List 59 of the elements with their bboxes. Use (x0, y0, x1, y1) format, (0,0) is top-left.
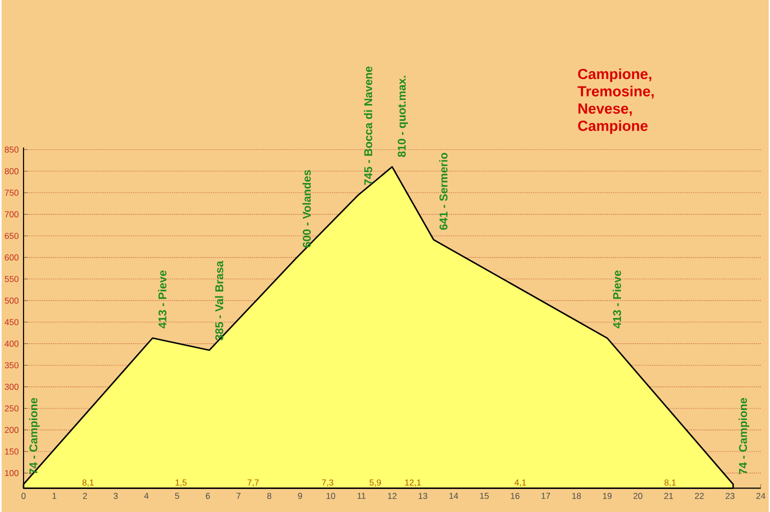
annotation: 745 - Bocca di Navene (364, 66, 372, 185)
x-tick-label: 15 (480, 492, 489, 499)
y-tick-label: 300 (4, 384, 18, 390)
annotation: 641 - Sermerio (439, 152, 448, 230)
y-tick-label: 700 (4, 211, 18, 218)
annotation: 4,1 (514, 480, 526, 487)
annotation: 413 - Pieve (612, 270, 622, 328)
x-tick-label: 13 (418, 492, 428, 499)
y-tick-label: 750 (4, 190, 18, 196)
y-tick-label: 400 (4, 340, 18, 347)
chart-title: Campione, Tremosine, Nevese, Campione (578, 68, 654, 134)
x-tick-label: 18 (572, 492, 581, 499)
annotation: 385 - Val Brasa (214, 260, 224, 340)
annotation: 8,1 (82, 479, 94, 487)
x-tick-label: 2 (83, 492, 87, 499)
y-tick-label: 650 (4, 232, 18, 239)
y-tick-label: 150 (5, 448, 18, 455)
x-tick-label: 8 (267, 492, 272, 499)
y-tick-label: 600 (4, 254, 18, 260)
x-tick-label: 19 (603, 492, 612, 499)
x-tick-label: 20 (634, 492, 642, 499)
y-tick-label: 800 (4, 168, 18, 174)
y-tick-label: 550 (4, 276, 18, 282)
y-tick-label: 250 (4, 405, 18, 412)
annotation: 74 - Campione (738, 398, 750, 474)
annotation: 12,1 (405, 479, 421, 487)
annotation: 7,7 (248, 480, 259, 487)
annotation: 7,3 (322, 479, 334, 487)
x-tick-label: 3 (114, 492, 118, 499)
y-tick-label: 350 (4, 362, 18, 368)
x-tick-label: 7 (236, 492, 241, 499)
y-tick-label: 850 (4, 146, 18, 153)
y-tick-label: 200 (4, 426, 18, 433)
x-tick-label: 16 (510, 492, 520, 499)
x-tick-label: 9 (298, 492, 302, 499)
annotation: 810 - quot.max. (398, 76, 408, 157)
x-tick-label: 10 (326, 492, 336, 499)
y-tick-label: 500 (4, 297, 18, 304)
x-tick-label: 6 (206, 492, 210, 499)
x-tick-label: 23 (726, 492, 734, 499)
x-tick-label: 5 (175, 492, 180, 499)
x-tick-label: 17 (542, 492, 550, 499)
y-tick-label: 100 (5, 470, 18, 476)
x-tick-label: 11 (358, 492, 366, 499)
x-tick-label: 14 (449, 492, 458, 499)
annotation: 5,9 (370, 479, 381, 487)
annotation: 600 - Volandes (302, 170, 311, 248)
x-tick-label: 1 (52, 492, 56, 499)
x-tick-label: 12 (388, 492, 397, 499)
x-tick-label: 22 (694, 492, 704, 499)
x-tick-label: 0 (21, 492, 26, 499)
x-tick-label: 4 (144, 492, 149, 499)
annotation: 8,1 (664, 479, 676, 487)
x-tick-label: 24 (756, 492, 766, 499)
x-tick-label: 21 (664, 492, 673, 499)
annotation: 1,5 (176, 480, 187, 487)
y-tick-label: 450 (4, 319, 18, 326)
annotation: 413 - Pieve (158, 270, 166, 328)
annotation: 74 - Campione (29, 398, 40, 474)
